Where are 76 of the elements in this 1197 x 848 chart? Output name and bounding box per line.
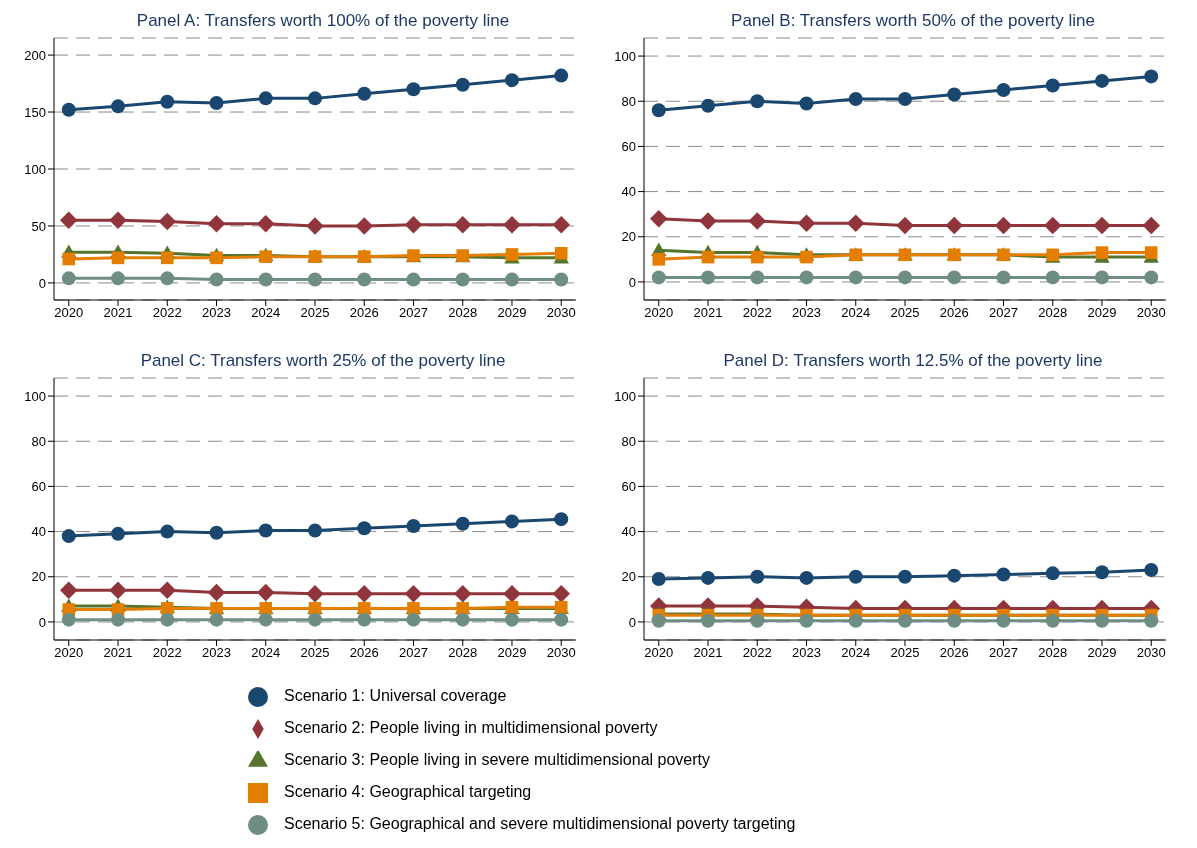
x-tick-label: 2028 xyxy=(448,645,478,661)
x-tick-label: 2023 xyxy=(202,305,231,321)
legend-label: Scenario 3: People living in severe multidimensional poverty xyxy=(284,751,710,768)
y-tick-label: 80 xyxy=(621,93,636,109)
x-tick-label: 2030 xyxy=(1136,305,1166,321)
legend-label: Scenario 2: People living in multidimensional poverty xyxy=(284,719,658,736)
x-tick-label: 2025 xyxy=(890,305,920,321)
x-tick-label: 2026 xyxy=(349,645,379,661)
x-tick-label: 2025 xyxy=(300,305,330,321)
x-tick-label: 2028 xyxy=(1038,645,1068,661)
x-tick-label: 2025 xyxy=(300,645,330,661)
y-tick-label: 100 xyxy=(24,161,46,177)
x-tick-label: 2023 xyxy=(792,645,821,661)
x-tick-label: 2027 xyxy=(399,305,428,321)
y-tick-label: 60 xyxy=(31,479,46,495)
x-tick-label: 2030 xyxy=(546,305,576,321)
y-tick-label: 50 xyxy=(31,218,46,234)
x-tick-label: 2028 xyxy=(1038,305,1068,321)
legend-label: Scenario 5: Geographical and severe multidimensional poverty targeting xyxy=(284,815,796,832)
x-tick-label: 2022 xyxy=(742,645,772,661)
x-tick-label: 2025 xyxy=(890,645,920,661)
x-tick-label: 2023 xyxy=(792,305,821,321)
y-tick-label: 0 xyxy=(628,614,636,630)
x-tick-label: 2030 xyxy=(1136,645,1166,661)
x-tick-label: 2029 xyxy=(1087,305,1117,321)
x-tick-label: 2023 xyxy=(202,645,231,661)
x-tick-label: 2022 xyxy=(152,305,182,321)
x-tick-label: 2026 xyxy=(939,645,969,661)
y-tick-label: 0 xyxy=(38,614,46,630)
y-tick-label: 0 xyxy=(38,275,46,291)
x-tick-label: 2020 xyxy=(644,645,674,661)
x-tick-label: 2020 xyxy=(54,645,84,661)
y-tick-label: 40 xyxy=(31,524,46,540)
y-tick-label: 150 xyxy=(24,104,46,120)
x-tick-label: 2022 xyxy=(152,645,182,661)
x-tick-label: 2026 xyxy=(349,305,379,321)
x-tick-label: 2029 xyxy=(1087,645,1117,661)
chart-title: Panel C: Transfers worth 25% of the poverty line xyxy=(139,350,507,372)
y-tick-label: 20 xyxy=(621,229,636,245)
x-tick-label: 2029 xyxy=(497,645,527,661)
legend-label: Scenario 4: Geographical targeting xyxy=(284,783,532,800)
y-tick-label: 40 xyxy=(621,524,636,540)
x-tick-label: 2027 xyxy=(989,645,1018,661)
x-tick-label: 2026 xyxy=(939,305,969,321)
y-tick-label: 100 xyxy=(24,388,46,404)
x-tick-label: 2021 xyxy=(693,645,723,661)
x-tick-label: 2030 xyxy=(546,645,576,661)
y-tick-label: 60 xyxy=(621,139,636,155)
x-tick-label: 2021 xyxy=(103,305,133,321)
x-tick-label: 2022 xyxy=(742,305,772,321)
y-tick-label: 80 xyxy=(621,433,636,449)
x-tick-label: 2024 xyxy=(251,305,281,321)
x-tick-label: 2024 xyxy=(251,645,281,661)
y-tick-label: 100 xyxy=(614,48,636,64)
x-tick-label: 2021 xyxy=(103,645,133,661)
y-tick-label: 20 xyxy=(31,569,46,585)
chart-title: Panel D: Transfers worth 12.5% of the poverty line xyxy=(722,350,1104,372)
chart-title: Panel B: Transfers worth 50% of the poverty line xyxy=(730,10,1096,32)
x-tick-label: 2020 xyxy=(644,305,674,321)
x-tick-label: 2027 xyxy=(399,645,428,661)
x-tick-label: 2021 xyxy=(693,305,723,321)
x-tick-label: 2029 xyxy=(497,305,527,321)
y-tick-label: 80 xyxy=(31,433,46,449)
chart-title: Panel A: Transfers worth 100% of the poverty line xyxy=(135,10,511,32)
x-tick-label: 2024 xyxy=(841,305,871,321)
x-tick-label: 2024 xyxy=(841,645,871,661)
y-tick-label: 100 xyxy=(614,388,636,404)
legend-label: Scenario 1: Universal coverage xyxy=(284,687,507,704)
y-tick-label: 40 xyxy=(621,184,636,200)
y-tick-label: 60 xyxy=(621,479,636,495)
y-tick-label: 20 xyxy=(621,569,636,585)
y-tick-label: 0 xyxy=(628,274,636,290)
y-tick-label: 200 xyxy=(24,47,46,63)
x-tick-label: 2027 xyxy=(989,305,1018,321)
x-tick-label: 2020 xyxy=(54,305,84,321)
x-tick-label: 2028 xyxy=(448,305,478,321)
